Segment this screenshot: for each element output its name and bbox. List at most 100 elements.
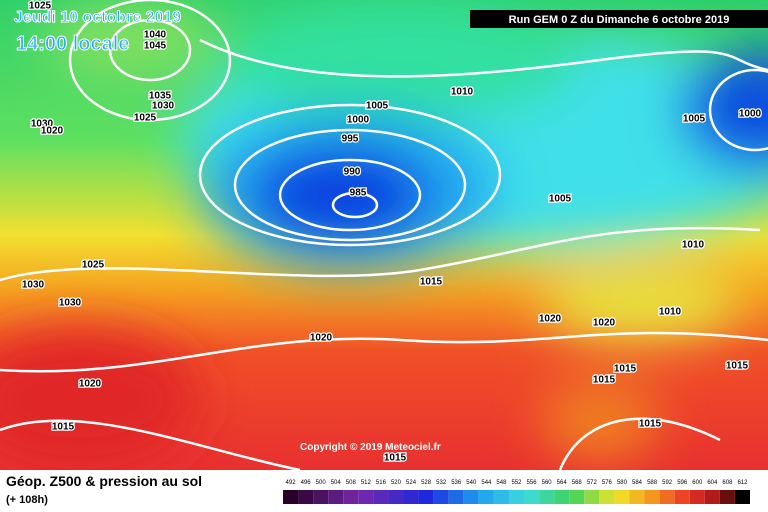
isobar-label: 1005 <box>549 194 572 205</box>
scale-swatch <box>448 490 464 504</box>
time: 14:00 locale <box>16 33 129 55</box>
isobar-label: 1000 <box>739 109 762 120</box>
scale-label: 544 <box>481 480 492 486</box>
isobar-label: 1005 <box>366 101 389 112</box>
field <box>0 0 768 470</box>
run-info: Run GEM 0 Z du Dimanche 6 octobre 2019 <box>509 14 730 26</box>
scale-swatch <box>403 490 419 504</box>
isobar-label: 1000 <box>347 115 370 126</box>
scale-swatch <box>463 490 479 504</box>
scale-swatch <box>704 490 720 504</box>
isobar-label: 1015 <box>384 453 407 464</box>
scale-swatch <box>629 490 645 504</box>
isobar-label: 1020 <box>41 126 64 137</box>
isobar-label: 1025 <box>29 1 52 12</box>
isobar-label: 1015 <box>726 361 749 372</box>
scale-swatch <box>343 490 359 504</box>
scale-label: 528 <box>421 480 432 486</box>
scale-swatch <box>569 490 585 504</box>
scale-label: 552 <box>511 480 522 486</box>
scale-swatch <box>644 490 660 504</box>
isobar-label: 1035 <box>149 91 172 102</box>
scale-label: 600 <box>692 480 703 486</box>
scale-label: 548 <box>496 480 507 486</box>
copyright: Copyright © 2019 Meteociel.fr <box>300 442 441 453</box>
scale-label: 540 <box>466 480 477 486</box>
isobar-label: 1010 <box>659 307 682 318</box>
scale-swatch <box>539 490 555 504</box>
isobar-label: 1045 <box>144 41 167 52</box>
scale-label: 608 <box>722 480 733 486</box>
scale-swatch <box>599 490 615 504</box>
scale-swatch <box>478 490 494 504</box>
isobars <box>0 0 768 470</box>
footer-subtitle: (+ 108h) <box>6 494 48 506</box>
scale-label: 560 <box>542 480 553 486</box>
scale-swatch <box>689 490 705 504</box>
isobar-label: 1005 <box>683 114 706 125</box>
isobar-label: 985 <box>350 188 367 199</box>
isobar-label: 1040 <box>144 30 167 41</box>
scale-label: 492 <box>286 480 297 486</box>
scale-label: 604 <box>707 480 718 486</box>
scale-label: 536 <box>451 480 462 486</box>
date: Jeudi 10 octobre 2019 <box>14 9 181 26</box>
scale-label: 592 <box>662 480 673 486</box>
scale-swatch <box>313 490 329 504</box>
run-box <box>470 10 768 28</box>
scale-swatch <box>388 490 404 504</box>
isobar-label: 1015 <box>614 364 637 375</box>
isobar-label: 1030 <box>152 101 175 112</box>
scale-swatch <box>734 490 750 504</box>
scale-label: 596 <box>677 480 688 486</box>
scale-swatch <box>493 490 509 504</box>
scale-label: 500 <box>316 480 327 486</box>
scale-label: 588 <box>647 480 658 486</box>
color-scale: 492 496 500 504 508 512 516 520 524 528 532 536 540 5… <box>283 480 750 504</box>
scale-label: 496 <box>301 480 312 486</box>
scale-swatch <box>584 490 600 504</box>
isobar-label: 1020 <box>539 314 562 325</box>
scale-swatch <box>719 490 735 504</box>
scale-swatch <box>328 490 344 504</box>
scale-label: 524 <box>406 480 417 486</box>
scale-swatch <box>524 490 540 504</box>
scale-swatch <box>614 490 630 504</box>
scale-label: 520 <box>391 480 402 486</box>
isobar-label: 1025 <box>134 113 157 124</box>
scale-swatch <box>554 490 570 504</box>
isobar-label: 1030 <box>22 280 45 291</box>
scale-swatch <box>418 490 434 504</box>
isobar-label: 1020 <box>593 318 616 329</box>
isobar-label: 1015 <box>593 375 616 386</box>
scale-label: 532 <box>436 480 447 486</box>
scale-swatch <box>674 490 690 504</box>
isobar-label: 1015 <box>420 277 443 288</box>
scale-label: 576 <box>602 480 613 486</box>
footer-title: Géop. Z500 & pression au sol <box>6 473 202 489</box>
scale-swatch <box>358 490 374 504</box>
scale-label: 504 <box>331 480 342 486</box>
isobar-label: 1015 <box>639 419 662 430</box>
scale-label: 568 <box>572 480 583 486</box>
scale-label: 584 <box>632 480 643 486</box>
scale-swatch <box>373 490 389 504</box>
scale-label: 556 <box>527 480 538 486</box>
scale-label: 508 <box>346 480 357 486</box>
isobar-label: 1025 <box>82 260 105 271</box>
scale-swatch <box>659 490 675 504</box>
scale-swatch <box>508 490 525 504</box>
isobar-label: 995 <box>342 134 359 145</box>
isobar-label: 1010 <box>682 240 705 251</box>
isobar-label: 1015 <box>52 422 75 433</box>
scale-label: 516 <box>376 480 387 486</box>
isobar-label: 1030 <box>31 119 54 130</box>
isobar-label: 1020 <box>79 379 102 390</box>
scale-label: 612 <box>737 480 748 486</box>
scale-swatch <box>433 490 449 504</box>
scale-label: 564 <box>557 480 568 486</box>
scale-label: 572 <box>587 480 598 486</box>
scale-label: 580 <box>617 480 628 486</box>
isobar-label: 1030 <box>59 298 82 309</box>
